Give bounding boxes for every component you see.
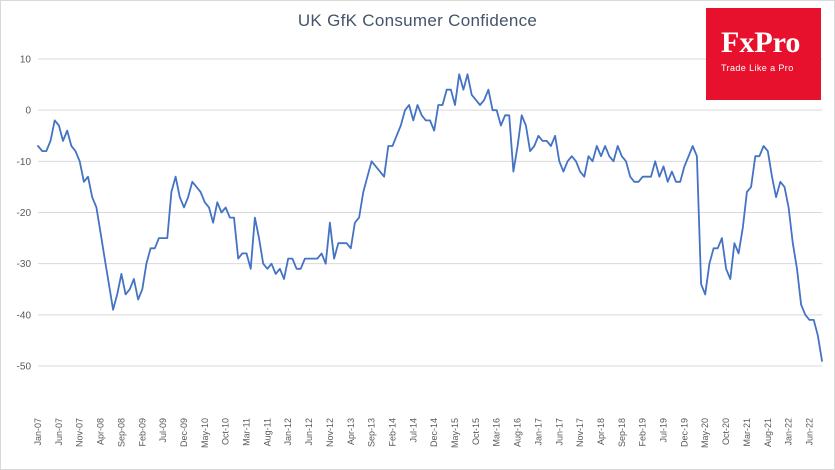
x-axis-label: Apr-08 (96, 418, 106, 445)
y-axis-label: -50 (17, 362, 32, 373)
confidence-series-line (37, 73, 823, 362)
x-axis-label: Dec-09 (179, 418, 189, 447)
x-axis-label: Nov-07 (75, 418, 85, 447)
x-axis-label: Dec-19 (679, 418, 689, 447)
x-axis-label: Sep-18 (617, 418, 627, 447)
y-axis-label: 0 (25, 106, 31, 117)
x-axis-label: May-15 (450, 418, 460, 448)
x-axis-label: Oct-10 (221, 418, 231, 445)
x-axis-label: Aug-21 (763, 418, 773, 447)
x-axis-label: Sep-13 (367, 418, 377, 447)
chart-title: UK GfK Consumer Confidence (297, 11, 538, 30)
x-axis-label: Feb-14 (387, 418, 397, 447)
x-axis-label: Sep-08 (116, 418, 126, 447)
x-axis-label: Mar-21 (742, 418, 752, 447)
x-axis-label: Mar-16 (492, 418, 502, 447)
x-axis-label: Jun-17 (554, 418, 564, 446)
x-axis-label: Jun-22 (804, 418, 814, 446)
x-axis-label: Feb-09 (137, 418, 147, 447)
fxpro-logo: FxPro Trade Like a Pro (706, 8, 821, 100)
x-axis-label: Oct-15 (471, 418, 481, 445)
x-axis-label: Aug-16 (513, 418, 523, 447)
y-axis-label: -10 (17, 157, 32, 168)
y-axis-label: -30 (17, 259, 32, 270)
y-axis-label: -40 (17, 310, 32, 321)
x-axis-label: Apr-13 (346, 418, 356, 445)
x-axis-label: Jul-09 (158, 418, 168, 443)
fxpro-logo-text: FxPro (721, 26, 801, 59)
x-axis-label: Jun-07 (54, 418, 64, 446)
x-axis-label: Jan-07 (33, 418, 43, 446)
x-axis-label: Dec-14 (429, 418, 439, 447)
y-axis-label: -20 (17, 208, 32, 219)
x-axis-label: May-10 (200, 418, 210, 448)
x-axis-label: Nov-17 (575, 418, 585, 447)
x-axis-label: Jul-14 (408, 418, 418, 443)
x-axis-label: May-20 (700, 418, 710, 448)
y-axis-label: 10 (20, 55, 32, 66)
x-axis-label: Oct-20 (721, 418, 731, 445)
x-axis-label: Jan-22 (784, 418, 794, 446)
x-axis-label: Mar-11 (242, 418, 252, 446)
x-axis-label: Feb-19 (638, 418, 648, 447)
x-axis-label: Jul-19 (659, 418, 669, 443)
fxpro-tagline: Trade Like a Pro (721, 63, 794, 73)
x-axis-label: Nov-12 (325, 418, 335, 447)
x-axis-label: Jan-12 (283, 418, 293, 446)
x-axis-label: Apr-18 (596, 418, 606, 445)
x-axis-label: Jan-17 (533, 418, 543, 446)
x-axis-label: Jun-12 (304, 418, 314, 446)
x-axis-label: Aug-11 (262, 418, 272, 446)
